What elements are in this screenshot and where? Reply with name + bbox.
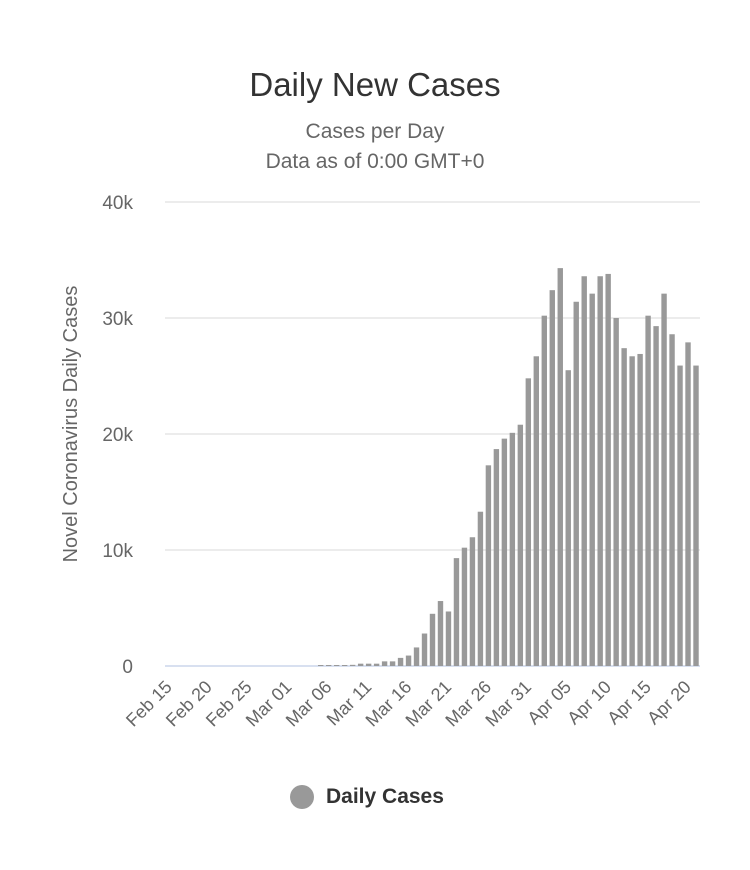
bar <box>573 301 579 666</box>
bar <box>493 449 500 666</box>
bar <box>461 547 468 666</box>
bar <box>605 273 611 666</box>
bar <box>629 356 635 666</box>
bar <box>413 647 420 666</box>
bar <box>533 356 540 666</box>
bar <box>318 665 324 666</box>
bar <box>509 432 516 666</box>
bar <box>421 633 428 666</box>
bar <box>693 365 699 666</box>
bar <box>653 326 659 666</box>
bar <box>549 290 555 666</box>
bar <box>517 424 524 666</box>
chart-subtitle: Cases per Day <box>305 120 445 143</box>
bar <box>541 315 547 666</box>
bar <box>469 537 476 666</box>
bar <box>621 348 627 666</box>
bar <box>405 655 412 666</box>
bar <box>437 601 444 666</box>
bar <box>445 611 452 666</box>
bar <box>485 465 492 666</box>
bar <box>669 334 675 666</box>
x-tick-label: Mar 06 <box>282 677 336 731</box>
bar <box>661 293 667 666</box>
bar <box>597 276 603 666</box>
y-tick-label: 30k <box>102 309 133 330</box>
bar <box>357 663 364 666</box>
bar <box>501 438 508 666</box>
y-tick-label: 40k <box>102 193 133 214</box>
legend-marker <box>290 785 314 809</box>
bar <box>429 613 436 666</box>
bar <box>589 293 595 666</box>
bar <box>365 663 372 666</box>
bar <box>381 661 388 666</box>
x-tick-label: Apr 10 <box>563 677 615 729</box>
bar <box>637 353 643 666</box>
bar <box>333 665 340 666</box>
x-tick-label: Mar 31 <box>481 677 535 731</box>
chart-subtitle-date: Data as of 0:00 GMT+0 <box>265 150 485 173</box>
bar <box>373 663 380 666</box>
bar <box>677 365 683 666</box>
bar <box>685 342 691 666</box>
bar <box>477 511 484 666</box>
legend-item-daily-cases[interactable]: Daily Cases <box>290 785 444 809</box>
bar <box>565 370 571 666</box>
bar <box>557 268 563 666</box>
bar <box>645 315 651 666</box>
bar <box>613 318 619 666</box>
chart-title: Daily New Cases <box>249 66 501 103</box>
bar <box>525 378 532 666</box>
bar <box>349 664 356 666</box>
x-tick-label: Apr 15 <box>603 677 655 729</box>
x-tick-label: Apr 20 <box>643 677 695 729</box>
y-tick-label: 0 <box>122 657 133 678</box>
bar <box>389 661 396 666</box>
y-tick-label: 10k <box>102 541 133 562</box>
y-axis-label: Novel Coronavirus Daily Cases <box>60 286 82 563</box>
bar <box>581 276 587 666</box>
x-tick-label: Apr 05 <box>523 677 575 729</box>
y-tick-label: 20k <box>102 425 133 446</box>
bar <box>453 558 460 666</box>
bar <box>397 657 404 666</box>
bar <box>325 665 332 666</box>
legend-label: Daily Cases <box>326 785 444 808</box>
bar <box>341 665 348 666</box>
